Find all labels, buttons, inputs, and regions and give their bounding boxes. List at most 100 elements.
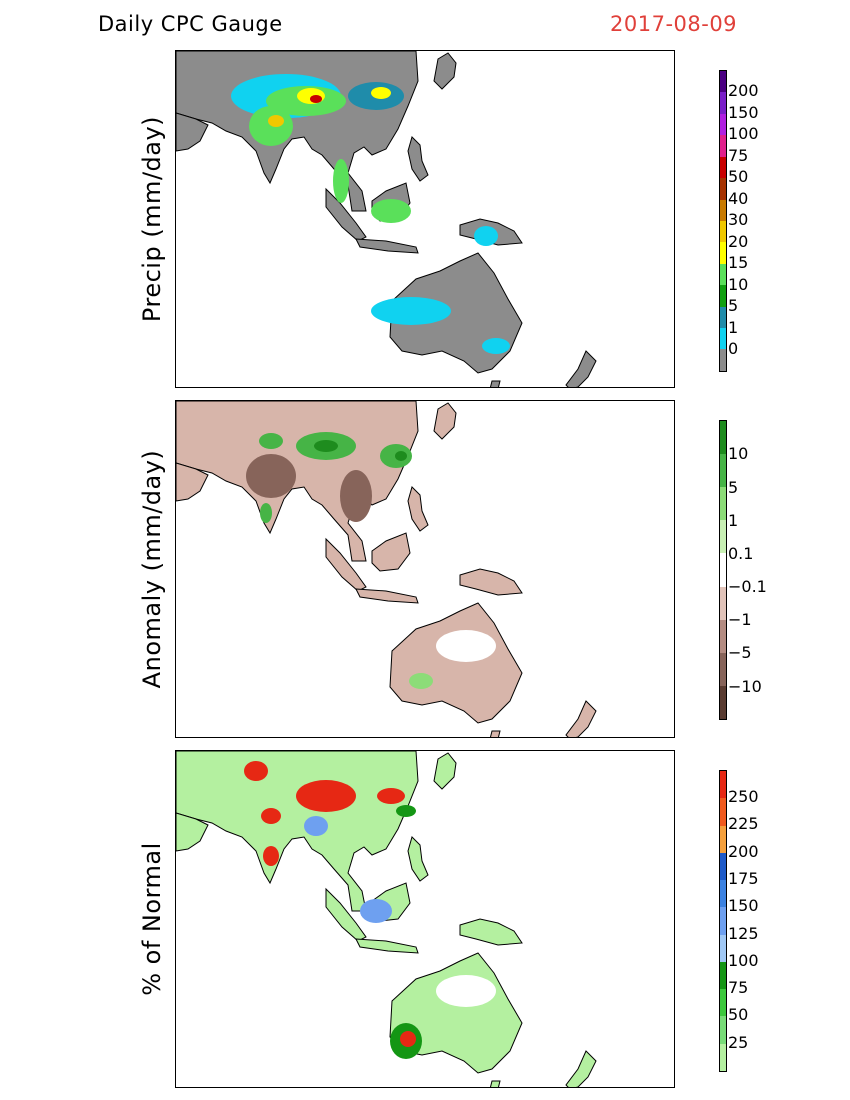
colorbar-segment — [720, 306, 726, 329]
colorbar-segment — [720, 880, 726, 908]
colorbar-segment — [720, 586, 726, 620]
anomaly-areas — [246, 432, 496, 689]
precip-colorbar — [719, 70, 727, 372]
precip-tick-label: 1 — [728, 318, 739, 337]
colorbar-segment — [720, 178, 726, 200]
land-shape — [176, 751, 419, 912]
colorbar-segment — [720, 771, 726, 799]
anomaly-tick-label: −10 — [728, 677, 762, 696]
colorbar-segment — [720, 242, 726, 264]
anomaly-tick-label: −0.1 — [728, 577, 767, 596]
precip-tick-label: 150 — [728, 103, 759, 122]
colorbar-segment — [720, 349, 726, 371]
percent-colorbar — [719, 770, 727, 1072]
anomaly-map — [175, 400, 675, 738]
land-shape — [433, 752, 457, 790]
colorbar-segment — [720, 263, 726, 286]
land-shape — [176, 462, 209, 502]
precip-tick-label: 0 — [728, 339, 739, 358]
land-shape — [176, 812, 209, 852]
colorbar-segment — [720, 135, 726, 157]
land-shape — [355, 238, 419, 254]
colorbar-segment — [720, 1016, 726, 1044]
percent-map — [175, 750, 675, 1088]
colorbar-segment — [720, 619, 726, 653]
land-shape — [489, 730, 501, 737]
precip-rain-areas — [231, 74, 510, 354]
anomaly-tick-label: 0.1 — [728, 544, 754, 563]
percent-tick-label: 75 — [728, 978, 749, 997]
precip-tick-label: 5 — [728, 296, 739, 315]
precip-tick-label: 100 — [728, 124, 759, 143]
percent-axis-label: % of Normal — [138, 842, 166, 996]
colorbar-segment — [720, 825, 726, 853]
colorbar-segment — [720, 907, 726, 935]
land-shape — [407, 836, 429, 882]
land-shape — [389, 602, 523, 724]
land-shape — [433, 402, 457, 440]
precip-tick-label: 200 — [728, 81, 759, 100]
precip-tick-label: 50 — [728, 167, 749, 186]
colorbar-segment — [720, 798, 726, 826]
colorbar-segment — [720, 92, 726, 114]
percent-tick-label: 125 — [728, 924, 759, 943]
precip-map — [175, 50, 675, 388]
land-shape — [489, 380, 501, 387]
precip-tick-label: 40 — [728, 189, 749, 208]
colorbar-segment — [720, 220, 726, 243]
colorbar-segment — [720, 520, 726, 554]
colorbar-segment — [720, 421, 726, 455]
percent-land — [176, 751, 597, 1087]
anomaly-map-canvas — [176, 401, 674, 737]
land-shape — [371, 532, 411, 572]
colorbar-segment — [720, 199, 726, 221]
percent-tick-label: 175 — [728, 869, 759, 888]
colorbar-segment — [720, 113, 726, 136]
precip-tick-label: 15 — [728, 253, 749, 272]
precip-map-canvas — [176, 51, 674, 387]
land-shape — [176, 112, 209, 152]
anomaly-tick-label: 1 — [728, 511, 739, 530]
map-date: 2017-08-09 — [610, 12, 738, 36]
colorbar-segment — [720, 852, 726, 881]
land-shape — [565, 700, 597, 737]
colorbar-segment — [720, 934, 726, 962]
percent-tick-label: 100 — [728, 951, 759, 970]
precip-tick-label: 20 — [728, 232, 749, 251]
land-shape — [565, 350, 597, 387]
anomaly-tick-label: −5 — [728, 643, 752, 662]
colorbar-segment — [720, 652, 726, 686]
precip-tick-label: 30 — [728, 210, 749, 229]
land-shape — [176, 401, 419, 562]
percent-areas — [244, 761, 496, 1059]
anomaly-tick-label: −1 — [728, 610, 752, 629]
percent-tick-label: 250 — [728, 787, 759, 806]
land-shape — [433, 52, 457, 90]
map-title: Daily CPC Gauge — [98, 12, 283, 36]
land-shape — [459, 568, 523, 596]
anomaly-land — [176, 401, 597, 737]
anomaly-colorbar — [719, 420, 727, 720]
land-shape — [407, 136, 429, 182]
colorbar-segment — [720, 989, 726, 1017]
percent-tick-label: 25 — [728, 1033, 749, 1052]
colorbar-segment — [720, 685, 726, 719]
precip-axis-label: Precip (mm/day) — [138, 115, 166, 323]
precip-tick-label: 10 — [728, 275, 749, 294]
percent-tick-label: 150 — [728, 896, 759, 915]
land-shape — [459, 918, 523, 946]
anomaly-axis-label: Anomaly (mm/day) — [138, 449, 166, 689]
percent-tick-label: 225 — [728, 814, 759, 833]
colorbar-segment — [720, 328, 726, 350]
anomaly-tick-label: 5 — [728, 478, 739, 497]
land-shape — [489, 1080, 501, 1087]
colorbar-segment — [720, 961, 726, 990]
colorbar-segment — [720, 1043, 726, 1071]
precip-tick-label: 75 — [728, 146, 749, 165]
percent-tick-label: 200 — [728, 842, 759, 861]
colorbar-segment — [720, 553, 726, 587]
land-shape — [565, 1050, 597, 1087]
colorbar-segment — [720, 156, 726, 179]
colorbar-segment — [720, 71, 726, 93]
anomaly-tick-label: 10 — [728, 444, 749, 463]
